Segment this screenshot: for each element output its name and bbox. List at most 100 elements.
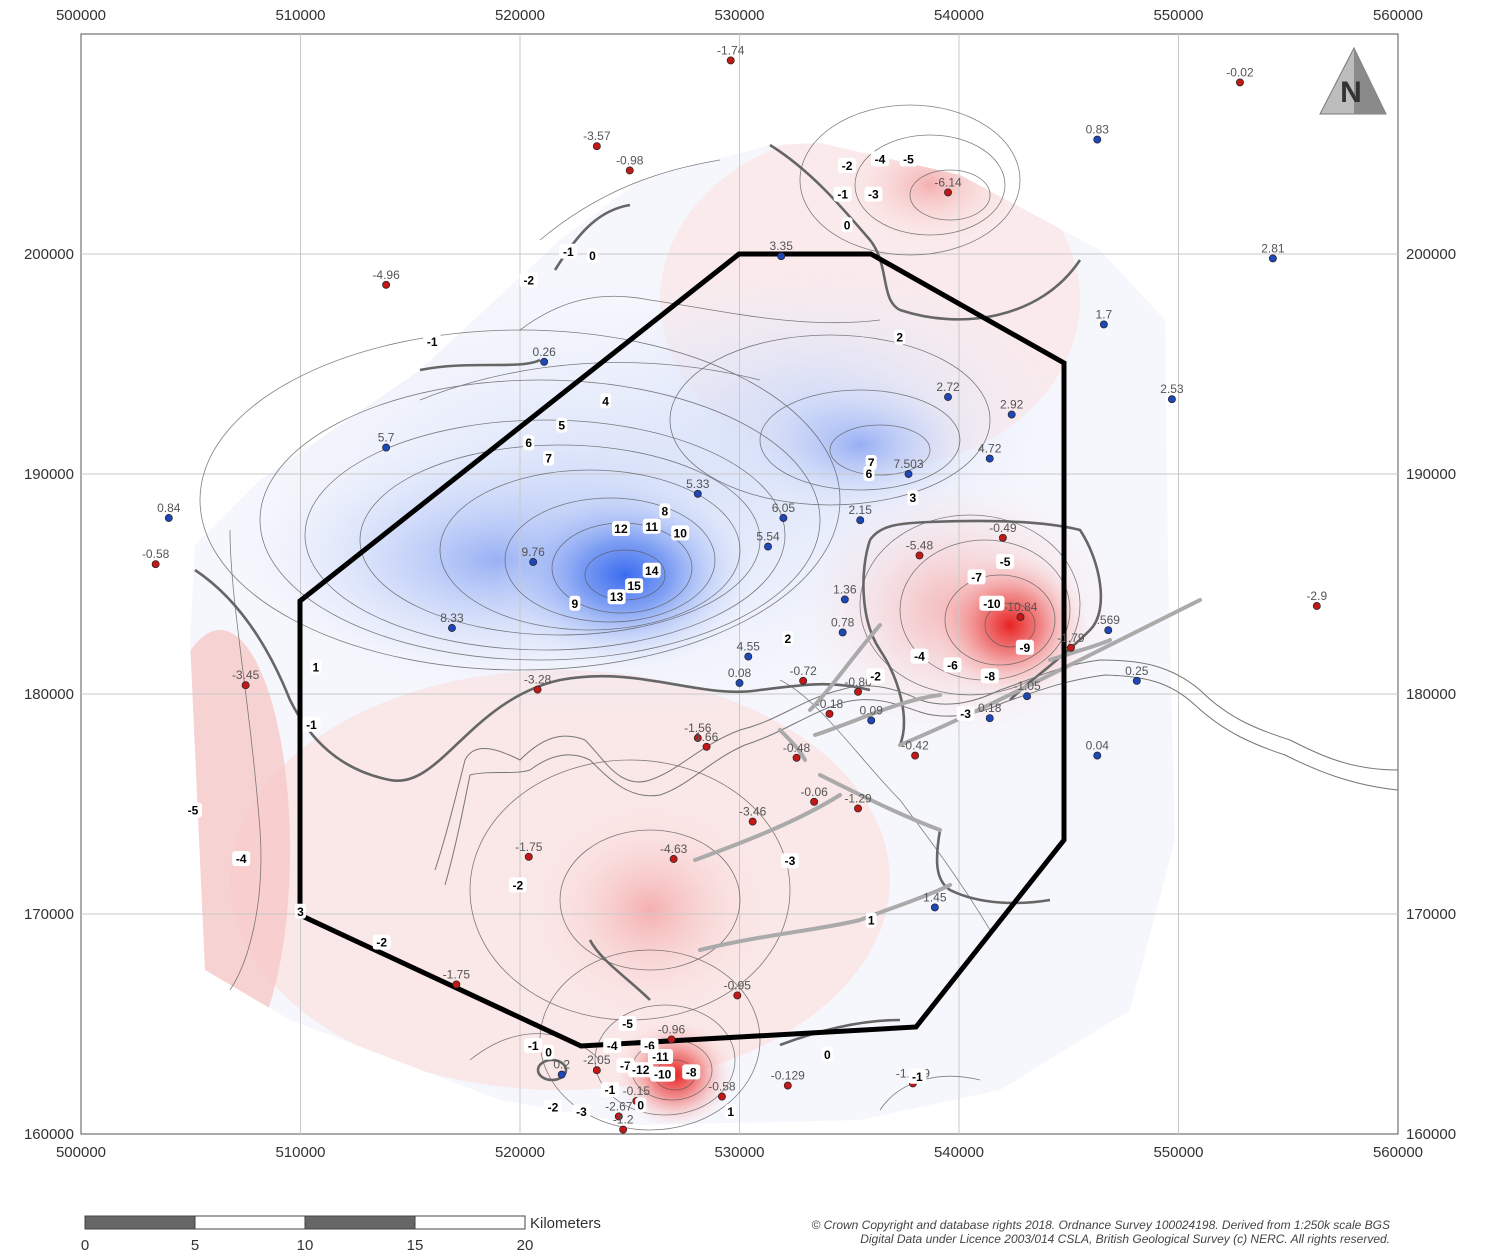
contour-label-bg — [841, 217, 853, 233]
x-tick-label-bottom: 520000 — [495, 1144, 545, 1161]
contour-label: -12 — [632, 1063, 650, 1077]
contour-label-bg — [302, 716, 321, 732]
well-marker — [717, 1092, 726, 1101]
well-label: 5.7 — [378, 431, 395, 445]
contour-label: 8 — [662, 504, 669, 518]
y-tick-label-left: 190000 — [24, 466, 74, 483]
contour-label: 2 — [784, 632, 791, 646]
y-tick-label-right: 200000 — [1406, 246, 1456, 263]
well-marker — [241, 681, 250, 690]
well-label: 3.35 — [770, 239, 794, 253]
contour-label-bg — [543, 1099, 562, 1115]
well-label: .569 — [1097, 613, 1121, 627]
y-tick-label-right: 160000 — [1406, 1126, 1456, 1143]
well-marker — [702, 742, 711, 751]
contour-label-bg — [682, 1064, 701, 1080]
well-label: 0.2 — [553, 1058, 570, 1072]
well-marker — [840, 595, 849, 604]
well-marker — [164, 514, 173, 522]
well-label: -0.86 — [844, 675, 872, 689]
well-label: -0.49 — [989, 521, 1017, 535]
well-label: -4.96 — [372, 268, 400, 282]
scale-label: 20 — [517, 1237, 534, 1254]
well-marker — [735, 679, 744, 687]
contour-label: -10 — [983, 597, 1001, 611]
well-marker — [1312, 602, 1321, 610]
well-label: 0.84 — [157, 501, 181, 515]
contour-label-bg — [600, 1082, 619, 1097]
river-outline — [434, 659, 1399, 886]
y-tick-label-right: 170000 — [1406, 906, 1456, 923]
x-tick-label-top: 550000 — [1153, 7, 1203, 24]
well-label: 2.53 — [1160, 382, 1184, 396]
contour-label-bg — [980, 668, 999, 684]
contour-label: -7 — [620, 1059, 631, 1073]
contour-label: 15 — [627, 579, 641, 593]
contour-label: -2 — [548, 1101, 559, 1115]
contour-label-bg — [524, 1038, 543, 1053]
well-label: -2.9 — [1306, 589, 1327, 603]
well-label: -0.15 — [623, 1084, 651, 1098]
well-marker — [693, 734, 702, 742]
contour-label: -2 — [870, 669, 881, 683]
contour-label-bg — [863, 466, 875, 481]
well-marker — [825, 709, 834, 718]
well-label: -3.45 — [232, 668, 260, 682]
well-label: 1.36 — [833, 582, 857, 596]
contour-label-bg — [635, 1097, 647, 1113]
scale-seg-1 — [84, 1215, 196, 1230]
well-label: -1.05 — [1013, 679, 1041, 693]
contour-label: 1 — [727, 1105, 734, 1119]
contour-label-bg — [899, 151, 918, 167]
well-marker — [669, 855, 678, 863]
contour-label-bg — [866, 668, 885, 684]
well-marker — [748, 817, 757, 826]
x-tick-label-top: 540000 — [934, 7, 984, 24]
contour-label: -3 — [960, 707, 971, 721]
contour-label: -10 — [654, 1068, 672, 1082]
well-marker — [592, 1066, 601, 1075]
contour-label: -5 — [903, 152, 914, 166]
well-marker — [779, 514, 788, 522]
copyright-notice: © Crown Copyright and database rights 20… — [700, 1218, 1390, 1246]
well-label: 4.55 — [737, 640, 761, 654]
scale-bar: Kilometers 0 5 10 15 20 — [81, 1215, 601, 1254]
contour-label: -2 — [376, 936, 387, 950]
contour-label: -8 — [984, 669, 995, 683]
contour-label-bg — [543, 450, 555, 466]
well-label: 2.81 — [1261, 241, 1285, 255]
well-marker — [382, 443, 391, 452]
well-marker — [592, 142, 601, 151]
contour-label-bg — [611, 521, 630, 536]
x-tick-label-bottom: 550000 — [1153, 1144, 1203, 1161]
contour-label: -1 — [427, 335, 438, 349]
well-label: 2.92 — [1000, 398, 1024, 412]
well-marker — [985, 714, 994, 723]
well-marker — [915, 551, 924, 560]
scale-seg-3 — [304, 1215, 416, 1230]
contour-label-bg — [523, 435, 535, 451]
contour-label: -3 — [785, 854, 796, 868]
well-label: 7.503 — [893, 457, 923, 471]
well-label: 0.25 — [1125, 664, 1149, 678]
contour-label-bg — [833, 186, 852, 202]
contour-label: -1 — [605, 1083, 616, 1097]
scale-unit: Kilometers — [530, 1215, 601, 1232]
scale-label: 0 — [81, 1237, 89, 1254]
minor-contours — [199, 104, 1081, 1131]
well-marker — [985, 454, 994, 463]
y-tick-label-left: 160000 — [24, 1126, 74, 1143]
well-marker — [799, 676, 808, 685]
well-label: -4.63 — [660, 842, 688, 856]
contour-label: 0 — [589, 249, 596, 263]
contour-label: -2 — [842, 159, 853, 173]
contour-label: -5 — [188, 804, 199, 818]
scale-seg-2 — [194, 1215, 306, 1230]
well-label: -0.42 — [901, 739, 929, 753]
x-tick-label-bottom: 540000 — [934, 1144, 984, 1161]
contour-label-bg — [864, 186, 883, 202]
contour-label-bg — [543, 1044, 555, 1060]
contour-label-bg — [780, 853, 799, 869]
contour-label-bg — [647, 1049, 673, 1064]
